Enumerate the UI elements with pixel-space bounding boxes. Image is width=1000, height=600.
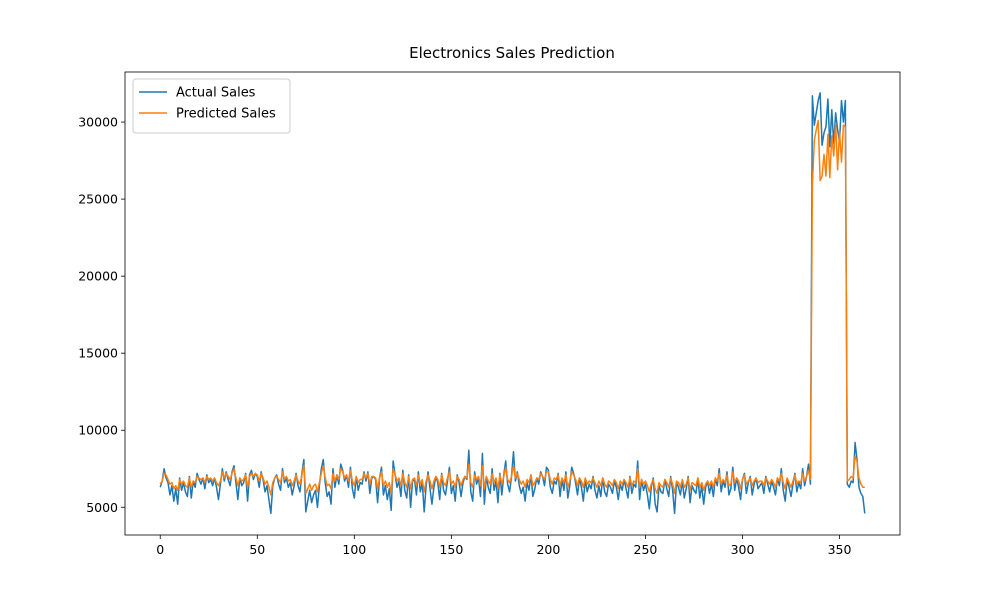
legend-label: Predicted Sales xyxy=(176,107,276,122)
legend: Actual Sales Predicted Sales xyxy=(132,78,291,134)
x-tick-label: 250 xyxy=(634,542,658,557)
y-tick-label: 5000 xyxy=(86,500,118,515)
x-tick: 150 xyxy=(439,535,463,557)
legend-box xyxy=(132,78,291,134)
y-tick: 20000 xyxy=(78,269,125,284)
y-tick-label: 25000 xyxy=(78,192,118,207)
y-tick: 30000 xyxy=(78,115,125,130)
x-tick-label: 300 xyxy=(731,542,755,557)
x-tick: 0 xyxy=(156,535,164,557)
x-tick: 100 xyxy=(342,535,366,557)
y-tick-label: 30000 xyxy=(78,115,118,130)
y-tick: 10000 xyxy=(78,423,125,438)
x-tick: 250 xyxy=(634,535,658,557)
x-tick: 50 xyxy=(249,535,265,557)
legend-label: Actual Sales xyxy=(176,86,256,101)
x-tick: 350 xyxy=(828,535,852,557)
x-tick: 200 xyxy=(536,535,560,557)
x-tick: 300 xyxy=(731,535,755,557)
chart-title: Electronics Sales Prediction xyxy=(409,44,615,62)
y-tick: 25000 xyxy=(78,192,125,207)
x-tick-label: 0 xyxy=(156,542,164,557)
x-tick-label: 350 xyxy=(828,542,852,557)
x-tick-label: 50 xyxy=(249,542,265,557)
y-tick-label: 20000 xyxy=(78,269,118,284)
data-line xyxy=(159,92,866,515)
data-line xyxy=(159,119,865,496)
y-tick: 15000 xyxy=(78,346,125,361)
x-tick-label: 200 xyxy=(536,542,560,557)
y-tick: 5000 xyxy=(86,500,125,515)
plot-frame xyxy=(124,71,901,536)
x-tick-label: 100 xyxy=(342,542,366,557)
y-tick-label: 10000 xyxy=(78,423,118,438)
x-tick-label: 150 xyxy=(439,542,463,557)
y-tick-label: 15000 xyxy=(78,346,118,361)
